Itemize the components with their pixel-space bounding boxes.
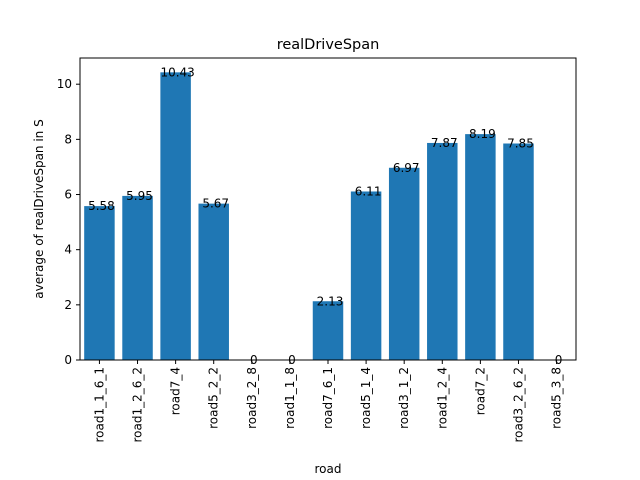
x-tick-label: road7_2 — [473, 367, 487, 415]
bar — [84, 206, 115, 360]
x-tick-label: road7_6_1 — [321, 367, 335, 429]
y-tick-label: 8 — [64, 132, 72, 146]
y-tick-label: 2 — [64, 298, 72, 312]
x-axis-ticks: road1_1_6_1 road1_2_6_2 road7_4 road5_2_2 ro… — [92, 360, 564, 443]
data-label: 10.43 — [160, 65, 194, 79]
x-tick-label: road3_1_2 — [397, 367, 411, 429]
bars-group — [84, 72, 534, 360]
y-axis-ticks: 0 2 4 6 8 10 — [57, 77, 80, 367]
data-label: 5.67 — [202, 197, 229, 211]
data-label: 7.87 — [431, 136, 458, 150]
data-label: 2.13 — [317, 294, 344, 308]
x-axis-label: road — [315, 462, 342, 476]
data-label: 6.11 — [355, 184, 382, 198]
data-label: 7.85 — [507, 137, 534, 151]
x-tick-label: road3_2_8 — [245, 367, 259, 429]
bar — [122, 195, 153, 360]
x-tick-label: road1_1_8 — [283, 367, 297, 429]
chart-title: realDriveSpan — [277, 37, 380, 53]
bar — [198, 203, 229, 360]
y-tick-label: 4 — [64, 243, 72, 257]
bar — [388, 167, 420, 360]
data-label: 8.19 — [469, 127, 496, 141]
x-tick-label: road7_4 — [169, 367, 183, 415]
data-label: 6.97 — [393, 161, 420, 175]
x-tick-label: road5_2_2 — [207, 367, 221, 429]
data-label: 5.58 — [88, 199, 115, 213]
x-tick-label: road5_3_8 — [550, 367, 564, 429]
y-axis-label: average of realDriveSpan in S — [32, 119, 46, 298]
data-label: 5.95 — [126, 189, 153, 203]
x-tick-label: road1_2_6_2 — [131, 367, 145, 443]
x-tick-label: road5_1_4 — [359, 367, 373, 429]
bar — [312, 301, 344, 360]
bar — [350, 191, 382, 360]
x-tick-label: road3_2_6_2 — [511, 367, 525, 443]
bar — [160, 72, 191, 360]
bar — [503, 143, 534, 360]
y-tick-label: 6 — [64, 188, 72, 202]
y-tick-label: 10 — [57, 77, 72, 91]
x-tick-label: road1_2_4 — [435, 367, 449, 429]
x-tick-label: road1_1_6_1 — [92, 367, 106, 443]
plot-frame — [79, 57, 577, 361]
bar — [465, 134, 496, 360]
bar — [427, 142, 458, 360]
y-tick-label: 0 — [64, 353, 72, 367]
